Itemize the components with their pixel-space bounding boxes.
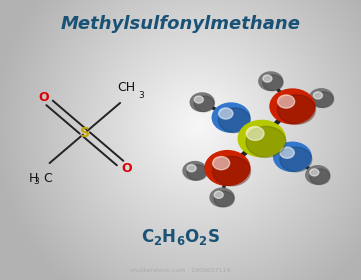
Text: C: C [43, 172, 52, 185]
Circle shape [306, 166, 330, 184]
Circle shape [263, 75, 272, 82]
Circle shape [213, 157, 230, 170]
Text: CH: CH [118, 81, 136, 94]
Circle shape [280, 147, 312, 172]
Text: H: H [28, 172, 38, 185]
Circle shape [310, 169, 319, 176]
Circle shape [274, 142, 311, 171]
Circle shape [210, 188, 234, 207]
Circle shape [183, 162, 207, 180]
Circle shape [277, 95, 316, 124]
Text: shutterstock.com · 1905637114: shutterstock.com · 1905637114 [130, 268, 231, 273]
Text: $\mathbf{C_2H_6O_2S}$: $\mathbf{C_2H_6O_2S}$ [141, 227, 220, 247]
Circle shape [187, 165, 196, 172]
Text: 3: 3 [34, 177, 39, 186]
Circle shape [238, 120, 285, 157]
Circle shape [263, 75, 283, 91]
Circle shape [212, 103, 250, 132]
Circle shape [259, 72, 283, 90]
Circle shape [313, 92, 334, 108]
Text: S: S [80, 126, 90, 140]
Circle shape [214, 191, 234, 207]
Circle shape [205, 151, 250, 185]
Circle shape [214, 191, 223, 198]
Circle shape [246, 126, 286, 157]
Circle shape [219, 108, 233, 119]
Text: Methylsulfonylmethane: Methylsulfonylmethane [61, 15, 300, 33]
Circle shape [309, 89, 333, 107]
Circle shape [212, 156, 251, 186]
Text: 3: 3 [138, 91, 144, 100]
Circle shape [270, 89, 315, 124]
Circle shape [187, 165, 207, 180]
Circle shape [310, 169, 330, 185]
Circle shape [278, 95, 295, 108]
Circle shape [246, 127, 264, 141]
Circle shape [218, 108, 251, 133]
Text: O: O [38, 91, 49, 104]
Text: O: O [121, 162, 132, 175]
Circle shape [280, 147, 294, 158]
Circle shape [194, 96, 203, 103]
Circle shape [190, 93, 214, 111]
Circle shape [313, 92, 322, 99]
Circle shape [194, 96, 214, 112]
